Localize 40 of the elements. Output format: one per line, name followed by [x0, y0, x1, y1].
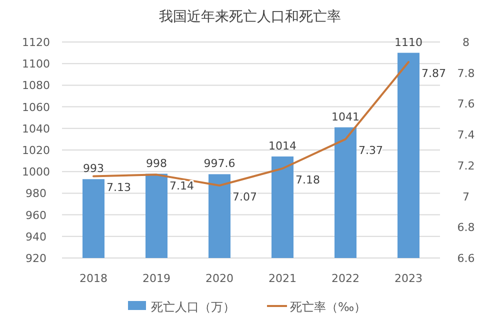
y2-tick-label: 7.2	[457, 159, 475, 172]
data-label: 7.07	[232, 190, 257, 204]
y-tick-label: 1060	[22, 100, 50, 114]
y2-tick-label: 7.4	[457, 128, 475, 142]
legend-label: 死亡率（‰）	[290, 300, 366, 314]
y-tick-label: 940	[26, 230, 46, 244]
y2-tick-label: 7	[462, 190, 470, 204]
x-tick-label: 2022	[332, 272, 360, 285]
y-tick-label: 1080	[22, 79, 50, 92]
y-tick-label: 920	[26, 252, 46, 265]
y2-tick-label: 6.6	[457, 252, 475, 265]
x-tick-label: 2019	[142, 272, 170, 285]
data-label: 997.6	[204, 157, 236, 170]
y-tick-label: 1000	[22, 166, 50, 179]
y2-tick-label: 7.8	[457, 66, 475, 80]
x-tick-label: 2021	[268, 272, 296, 285]
data-label: 1041	[332, 110, 360, 124]
legend-label: 死亡人口（万）	[151, 300, 235, 314]
data-label: 7.13	[106, 181, 131, 194]
data-label: 7.37	[358, 144, 383, 158]
y2-tick-label: 7.6	[457, 98, 475, 111]
data-label: 1110	[394, 36, 422, 49]
y-tick-label: 960	[26, 208, 46, 222]
data-label: 998	[146, 156, 167, 170]
y-tick-label: 980	[26, 187, 46, 200]
data-label: 993	[83, 162, 104, 176]
x-tick-label: 2023	[394, 272, 422, 285]
data-label: 1014	[268, 139, 296, 152]
chart-title: 我国近年来死亡人口和死亡率	[159, 9, 341, 25]
x-tick-label: 2018	[80, 272, 108, 285]
data-label: 7.18	[296, 174, 320, 187]
y-tick-label: 1020	[22, 144, 50, 157]
y2-tick-label: 8	[462, 36, 470, 49]
y-tick-label: 1100	[22, 58, 50, 71]
y-tick-label: 1040	[22, 122, 50, 136]
data-label: 7.14	[170, 180, 194, 193]
y-tick-label: 1120	[22, 36, 50, 49]
y2-tick-label: 6.8	[457, 221, 475, 234]
x-tick-label: 2020	[206, 272, 234, 285]
data-label: 7.87	[422, 67, 446, 80]
